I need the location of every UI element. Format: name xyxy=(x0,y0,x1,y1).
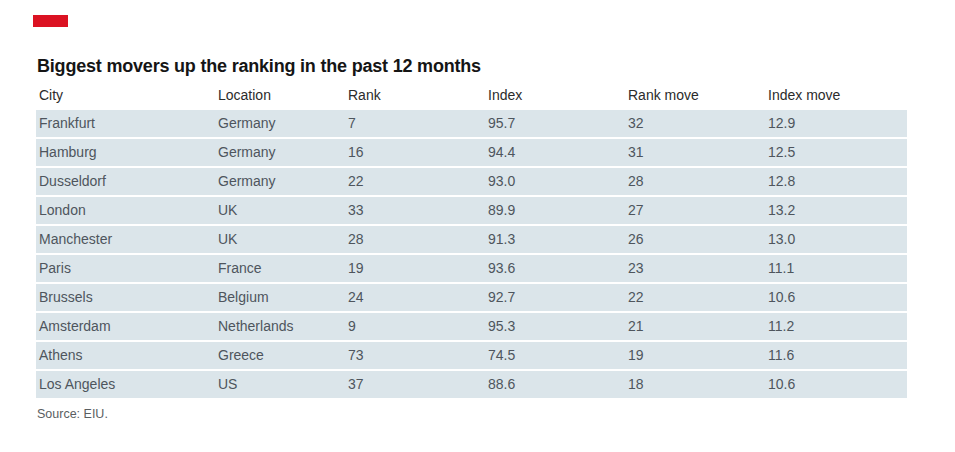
column-header-index: Index xyxy=(485,87,625,110)
table-cell: 10.6 xyxy=(765,371,907,400)
table-cell: 89.9 xyxy=(485,197,625,226)
table-row: AthensGreece7374.51911.6 xyxy=(36,342,907,371)
table-cell: 11.2 xyxy=(765,313,907,342)
table-cell: Hamburg xyxy=(36,139,215,168)
table-row: LondonUK3389.92713.2 xyxy=(36,197,907,226)
table-cell: 88.6 xyxy=(485,371,625,400)
table-cell: 24 xyxy=(345,284,485,313)
table-body: FrankfurtGermany795.73212.9HamburgGerman… xyxy=(36,110,907,400)
table-cell: 21 xyxy=(625,313,765,342)
source-note: Source: EIU. xyxy=(37,407,907,421)
table-cell: Greece xyxy=(215,342,345,371)
table-cell: Germany xyxy=(215,139,345,168)
table-cell: Brussels xyxy=(36,284,215,313)
table-header: City Location Rank Index Rank move Index… xyxy=(36,87,907,110)
table-cell: 74.5 xyxy=(485,342,625,371)
table-cell: 92.7 xyxy=(485,284,625,313)
table-cell: Germany xyxy=(215,168,345,197)
table-cell: 33 xyxy=(345,197,485,226)
table-cell: 23 xyxy=(625,255,765,284)
table-cell: Frankfurt xyxy=(36,110,215,139)
table-row: DusseldorfGermany2293.02812.8 xyxy=(36,168,907,197)
table-cell: 12.8 xyxy=(765,168,907,197)
table-cell: 11.6 xyxy=(765,342,907,371)
table-cell: 10.6 xyxy=(765,284,907,313)
table-cell: Manchester xyxy=(36,226,215,255)
table-row: BrusselsBelgium2492.72210.6 xyxy=(36,284,907,313)
red-tag-marker xyxy=(33,15,68,27)
table-cell: 9 xyxy=(345,313,485,342)
table-cell: 19 xyxy=(345,255,485,284)
figure-container: Biggest movers up the ranking in the pas… xyxy=(36,56,907,421)
table-cell: 95.7 xyxy=(485,110,625,139)
table-cell: UK xyxy=(215,226,345,255)
table-row: HamburgGermany1694.43112.5 xyxy=(36,139,907,168)
table-row: Los AngelesUS3788.61810.6 xyxy=(36,371,907,400)
table-cell: 31 xyxy=(625,139,765,168)
table-cell: 11.1 xyxy=(765,255,907,284)
column-header-index-move: Index move xyxy=(765,87,907,110)
table-row: ManchesterUK2891.32613.0 xyxy=(36,226,907,255)
table-cell: 18 xyxy=(625,371,765,400)
table-cell: 37 xyxy=(345,371,485,400)
table-cell: 27 xyxy=(625,197,765,226)
table-cell: 13.0 xyxy=(765,226,907,255)
table-cell: Athens xyxy=(36,342,215,371)
table-cell: 12.5 xyxy=(765,139,907,168)
table-row: AmsterdamNetherlands995.32111.2 xyxy=(36,313,907,342)
table-cell: 93.6 xyxy=(485,255,625,284)
table-cell: Belgium xyxy=(215,284,345,313)
table-cell: 28 xyxy=(345,226,485,255)
table-cell: 32 xyxy=(625,110,765,139)
table-cell: 22 xyxy=(345,168,485,197)
table-cell: UK xyxy=(215,197,345,226)
column-header-location: Location xyxy=(215,87,345,110)
table-cell: 93.0 xyxy=(485,168,625,197)
table-cell: Germany xyxy=(215,110,345,139)
table-cell: US xyxy=(215,371,345,400)
table-cell: 22 xyxy=(625,284,765,313)
table-cell: France xyxy=(215,255,345,284)
table-cell: 73 xyxy=(345,342,485,371)
table-cell: 26 xyxy=(625,226,765,255)
column-header-rank: Rank xyxy=(345,87,485,110)
table-cell: 7 xyxy=(345,110,485,139)
table-cell: Amsterdam xyxy=(36,313,215,342)
figure-title: Biggest movers up the ranking in the pas… xyxy=(37,56,907,76)
table-cell: 28 xyxy=(625,168,765,197)
table-cell: 94.4 xyxy=(485,139,625,168)
table-row: FrankfurtGermany795.73212.9 xyxy=(36,110,907,139)
table-cell: London xyxy=(36,197,215,226)
column-header-rank-move: Rank move xyxy=(625,87,765,110)
table-cell: 91.3 xyxy=(485,226,625,255)
table-row: ParisFrance1993.62311.1 xyxy=(36,255,907,284)
table-cell: Los Angeles xyxy=(36,371,215,400)
table-cell: 19 xyxy=(625,342,765,371)
table-cell: Paris xyxy=(36,255,215,284)
table-cell: 12.9 xyxy=(765,110,907,139)
column-header-city: City xyxy=(36,87,215,110)
table-cell: 13.2 xyxy=(765,197,907,226)
movers-table: City Location Rank Index Rank move Index… xyxy=(36,87,907,400)
table-cell: 16 xyxy=(345,139,485,168)
table-cell: 95.3 xyxy=(485,313,625,342)
table-cell: Netherlands xyxy=(215,313,345,342)
table-cell: Dusseldorf xyxy=(36,168,215,197)
